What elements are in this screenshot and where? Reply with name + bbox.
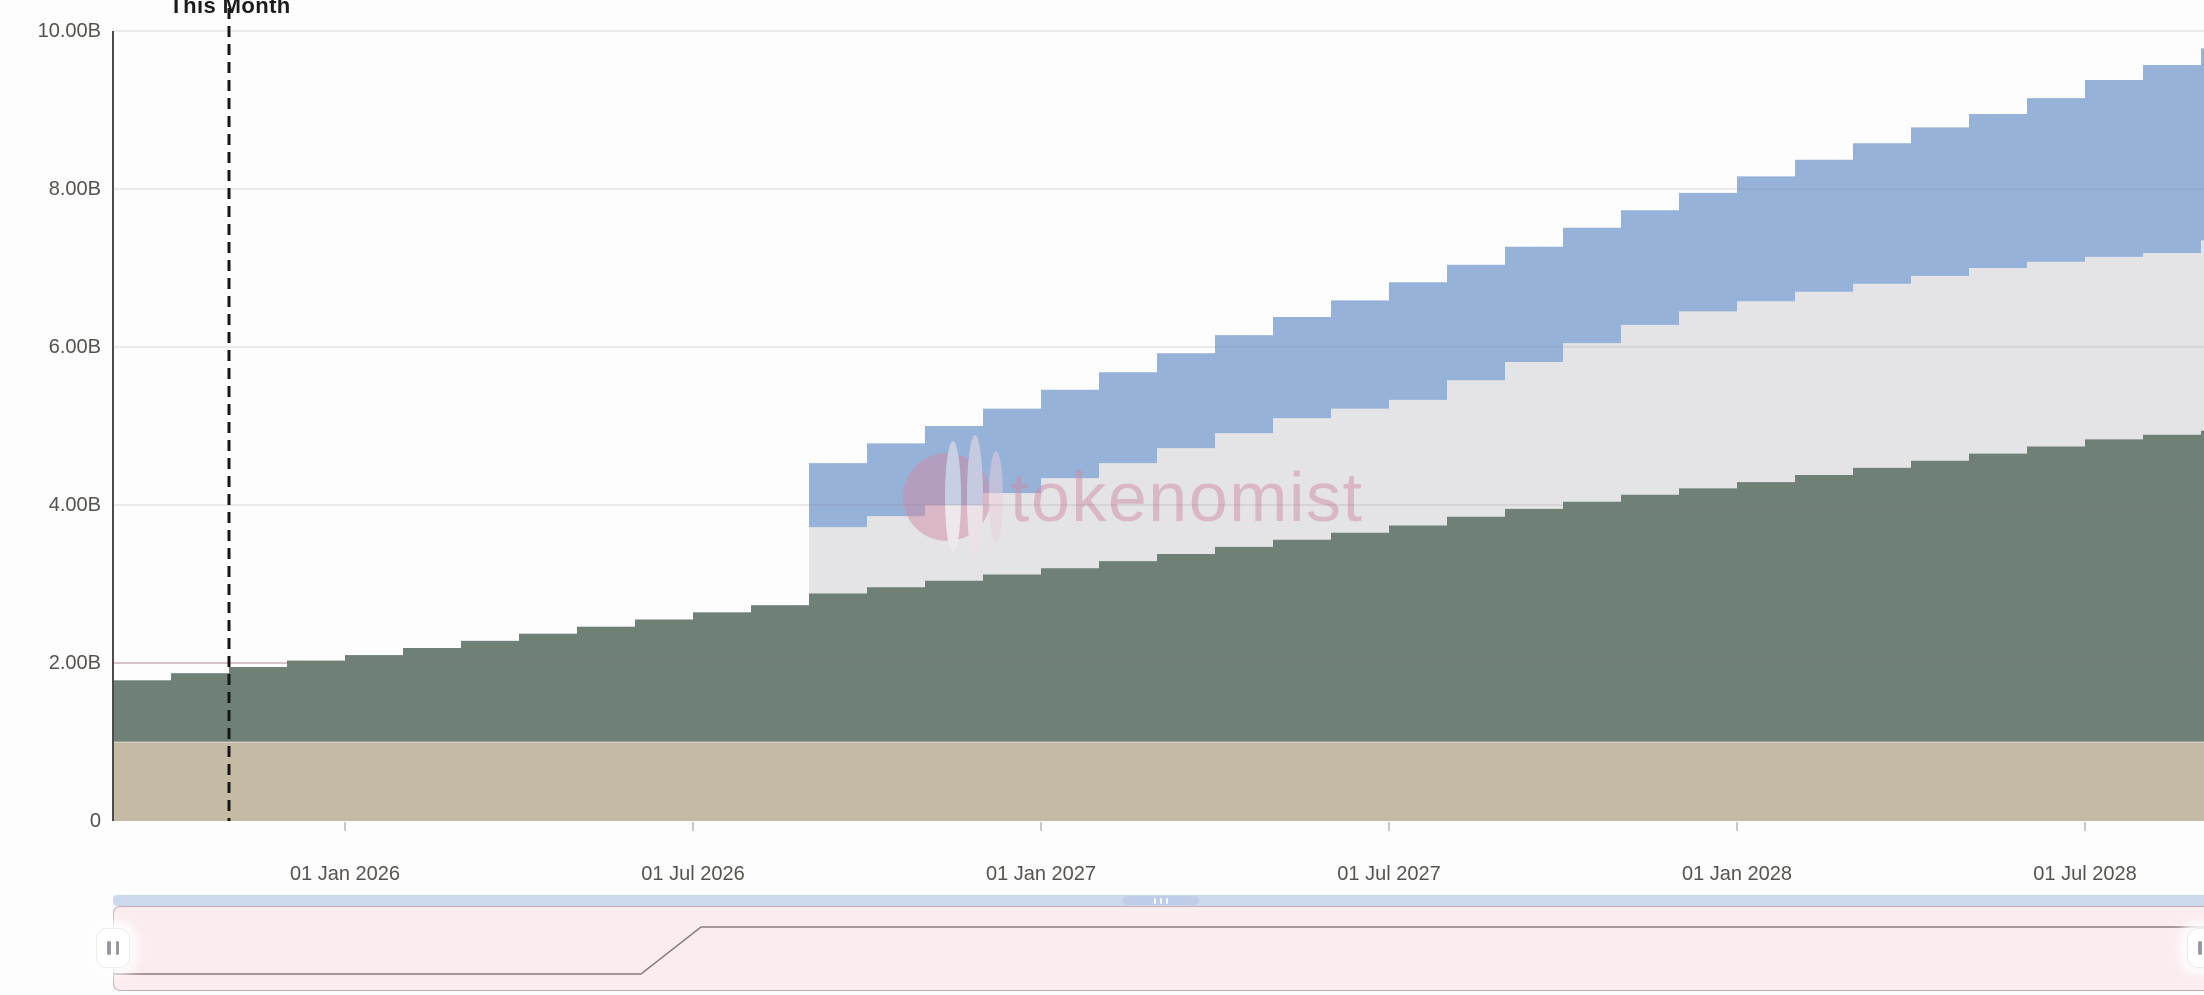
y-axis-tick-label: 8.00B	[48, 178, 101, 200]
y-axis-tick-label: 2.00B	[48, 652, 101, 674]
grip-dash-icon	[1160, 897, 1162, 904]
watermark-text: tokenomist	[1010, 458, 1363, 536]
y-axis-tick-label: 4.00B	[48, 494, 101, 516]
handle-grip-icon	[115, 941, 119, 955]
x-axis-tick-label: 01 Jul 2027	[1337, 863, 1441, 885]
x-axis-tick-label: 01 Jan 2028	[1681, 863, 1793, 885]
area-allocation-green	[113, 430, 2204, 821]
handle-grip-icon	[2198, 941, 2202, 955]
y-axis-tick-label: 10.00B	[37, 20, 101, 42]
navigator-scrollbar-grip[interactable]	[1123, 896, 1199, 905]
x-axis-tick-label: 01 Jul 2026	[641, 863, 745, 885]
x-axis-tick-label: 01 Jan 2027	[985, 863, 1097, 885]
navigator-left-handle[interactable]	[96, 928, 130, 968]
x-axis-tick-label: 01 Jul 2028	[2033, 863, 2137, 885]
this-month-annotation-label: This Month	[169, 0, 291, 18]
navigator-mini-chart	[114, 926, 2204, 975]
grip-dash-icon	[1166, 897, 1168, 904]
handle-grip-icon	[107, 941, 111, 955]
y-axis-tick-label: 0	[89, 810, 101, 832]
tokenomist-watermark: tokenomist	[903, 435, 1363, 559]
navigator-right-handle[interactable]	[2187, 928, 2204, 968]
x-axis-tick-label: 01 Jan 2026	[289, 863, 401, 885]
grip-dash-icon	[1154, 897, 1156, 904]
area-allocation-tan-bottom	[113, 742, 2204, 821]
navigator-series-line	[114, 926, 2204, 975]
y-axis-tick-label: 6.00B	[48, 336, 101, 358]
navigator-selected-range[interactable]	[113, 906, 2204, 991]
